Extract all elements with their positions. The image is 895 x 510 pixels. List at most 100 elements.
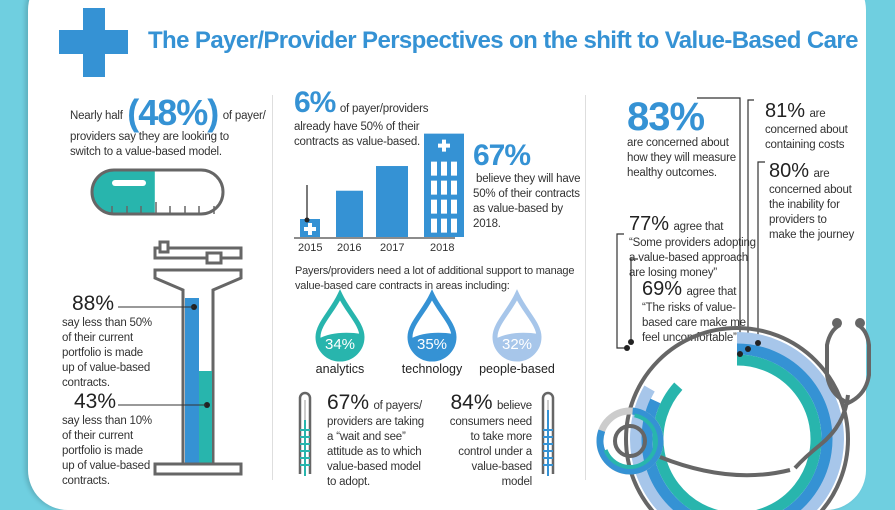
stat-67-2018-line1: believe they will have xyxy=(476,173,581,185)
pill-stat-rest1: of payer/ xyxy=(222,110,266,122)
tube-fill-43 xyxy=(199,371,212,470)
stat-6-line3: contracts as value-based. xyxy=(294,136,421,148)
stat-43-line5: contracts. xyxy=(62,475,110,487)
stat-84-lead: believe xyxy=(496,400,532,412)
stat-43-line3: portfolio is made xyxy=(62,445,143,457)
stat-81-value: 81% xyxy=(765,100,806,122)
stat-83-line2: how they will measure xyxy=(627,152,736,164)
hospital-cross-icon xyxy=(438,139,450,152)
stat-67-wait-line1: providers are taking xyxy=(327,416,424,428)
building-window xyxy=(441,161,447,176)
water-drop-icon xyxy=(492,289,542,362)
stat-77-line1: “Some providers adopting xyxy=(629,237,756,249)
building-window xyxy=(431,161,437,176)
tube-fill-88 xyxy=(185,298,199,470)
building-window xyxy=(431,218,437,233)
pill-fill xyxy=(92,170,155,214)
support-intro: Payers/providers need a lot of additiona… xyxy=(295,264,585,294)
support-area-label: technology xyxy=(401,362,463,376)
stat-6: 6% of payer/providers already have 50% o… xyxy=(294,86,484,150)
stat-43-value: 43% xyxy=(74,390,117,413)
support-area-label: people-based xyxy=(479,362,555,376)
stat-67-wait-line3: attitude as to which xyxy=(327,446,422,458)
stat-84: 84% believe consumers need to take more … xyxy=(440,391,532,490)
stat-43-line1: say less than 10% xyxy=(62,415,152,427)
support-area-value: 32% xyxy=(501,336,533,353)
stat-77-line3: are losing money” xyxy=(629,267,718,279)
leader-line-77 xyxy=(616,233,627,349)
stat-67-wait-line2: a “wait and see” xyxy=(327,431,406,443)
thermometer-icon-left xyxy=(298,391,312,476)
stat-43: 43% say less than 10% of their current p… xyxy=(62,390,152,489)
test-tube-icon xyxy=(153,240,243,476)
stat-43-line2: of their current xyxy=(62,430,133,442)
x-tick-2015: 2015 xyxy=(298,242,323,254)
water-drop-icon xyxy=(315,289,365,362)
stat-77-line2: a value-based approach xyxy=(629,252,748,264)
stat-67-wait-lead: of payers/ xyxy=(373,400,422,412)
stat-69-lead: agree that xyxy=(686,286,737,298)
stat-81-line1: concerned about xyxy=(765,124,848,136)
medical-cross-icon xyxy=(59,8,128,77)
stat-83-line1: are concerned about xyxy=(627,137,729,149)
stat-77: 77% agree that “Some providers adopting … xyxy=(629,213,759,281)
stat-83: 83% are concerned about how they will me… xyxy=(627,95,757,181)
leader-line-88 xyxy=(118,306,194,308)
building-window xyxy=(451,180,457,195)
stat-84-line2: to take more xyxy=(470,431,532,443)
stat-81-lead: are xyxy=(809,108,826,120)
support-area-analytics: 34% analytics xyxy=(310,289,370,376)
x-tick-2016: 2016 xyxy=(337,242,362,254)
water-drop-icon xyxy=(407,289,457,362)
infographic-card xyxy=(28,0,866,510)
stat-6-line2: already have 50% of their xyxy=(294,121,420,133)
stat-69-line2: based care make me xyxy=(642,317,746,329)
stat-83-value: 83% xyxy=(627,95,705,139)
x-tick-labels: 2015 2016 2017 2018 xyxy=(290,242,470,256)
stat-67-2018-line3: as value-based by xyxy=(473,203,563,215)
leader-line-43 xyxy=(118,404,206,406)
pill-stat: Nearly half (48%) of payer/ providers sa… xyxy=(70,92,270,160)
support-area-label: analytics xyxy=(315,362,365,376)
stat-77-lead: agree that xyxy=(673,221,724,233)
column-divider-right xyxy=(585,95,586,480)
page-title: The Payer/Provider Perspectives on the s… xyxy=(148,27,858,54)
stat-69-line1: “The risks of value- xyxy=(642,302,736,314)
building-window xyxy=(441,218,447,233)
pill-stat-lead: Nearly half xyxy=(70,110,123,122)
stethoscope-icon xyxy=(596,97,871,510)
x-tick-2017: 2017 xyxy=(380,242,405,254)
stat-88-value: 88% xyxy=(72,292,115,315)
hospital-cross-icon xyxy=(304,223,316,235)
stat-81: 81% are concerned about containing costs xyxy=(765,100,865,153)
stat-67-2018-value: 67% xyxy=(473,139,531,172)
stat-88-line2: of their current xyxy=(62,332,133,344)
support-area-people-based: 32% people-based xyxy=(479,289,555,376)
leader-line-83 xyxy=(697,97,741,349)
stat-69-value: 69% xyxy=(642,278,683,300)
pill-stat-rest3: switch to a value-based model. xyxy=(70,146,222,158)
stat-80-line3: providers to xyxy=(769,214,827,226)
stat-80-line1: concerned about xyxy=(769,184,852,196)
stat-84-value: 84% xyxy=(450,391,493,414)
bar-chart xyxy=(294,133,464,239)
thermometer-icon-right xyxy=(541,391,555,476)
support-area-value: 35% xyxy=(416,336,448,353)
building-window xyxy=(431,199,437,214)
support-area-technology: 35% technology xyxy=(402,289,462,376)
building-window xyxy=(441,199,447,214)
stat-67-2018: 67% believe they will have 50% of their … xyxy=(473,140,583,232)
stat-67-wait-line5: to adopt. xyxy=(327,476,370,488)
stat-81-line2: containing costs xyxy=(765,139,845,151)
building-window xyxy=(451,199,457,214)
pill-capsule-icon xyxy=(90,168,225,216)
stat-88-line3: portfolio is made xyxy=(62,347,143,359)
leader-line-69 xyxy=(630,258,638,342)
stat-84-line3: control under a xyxy=(458,446,532,458)
building-window xyxy=(451,161,457,176)
support-area-value: 34% xyxy=(324,336,356,353)
stat-80-value: 80% xyxy=(769,160,810,182)
stat-6-line1: of payer/providers xyxy=(339,103,429,115)
stat-67-wait-value: 67% xyxy=(327,391,370,414)
support-intro-line2: value-based care contracts in areas incl… xyxy=(295,280,510,292)
